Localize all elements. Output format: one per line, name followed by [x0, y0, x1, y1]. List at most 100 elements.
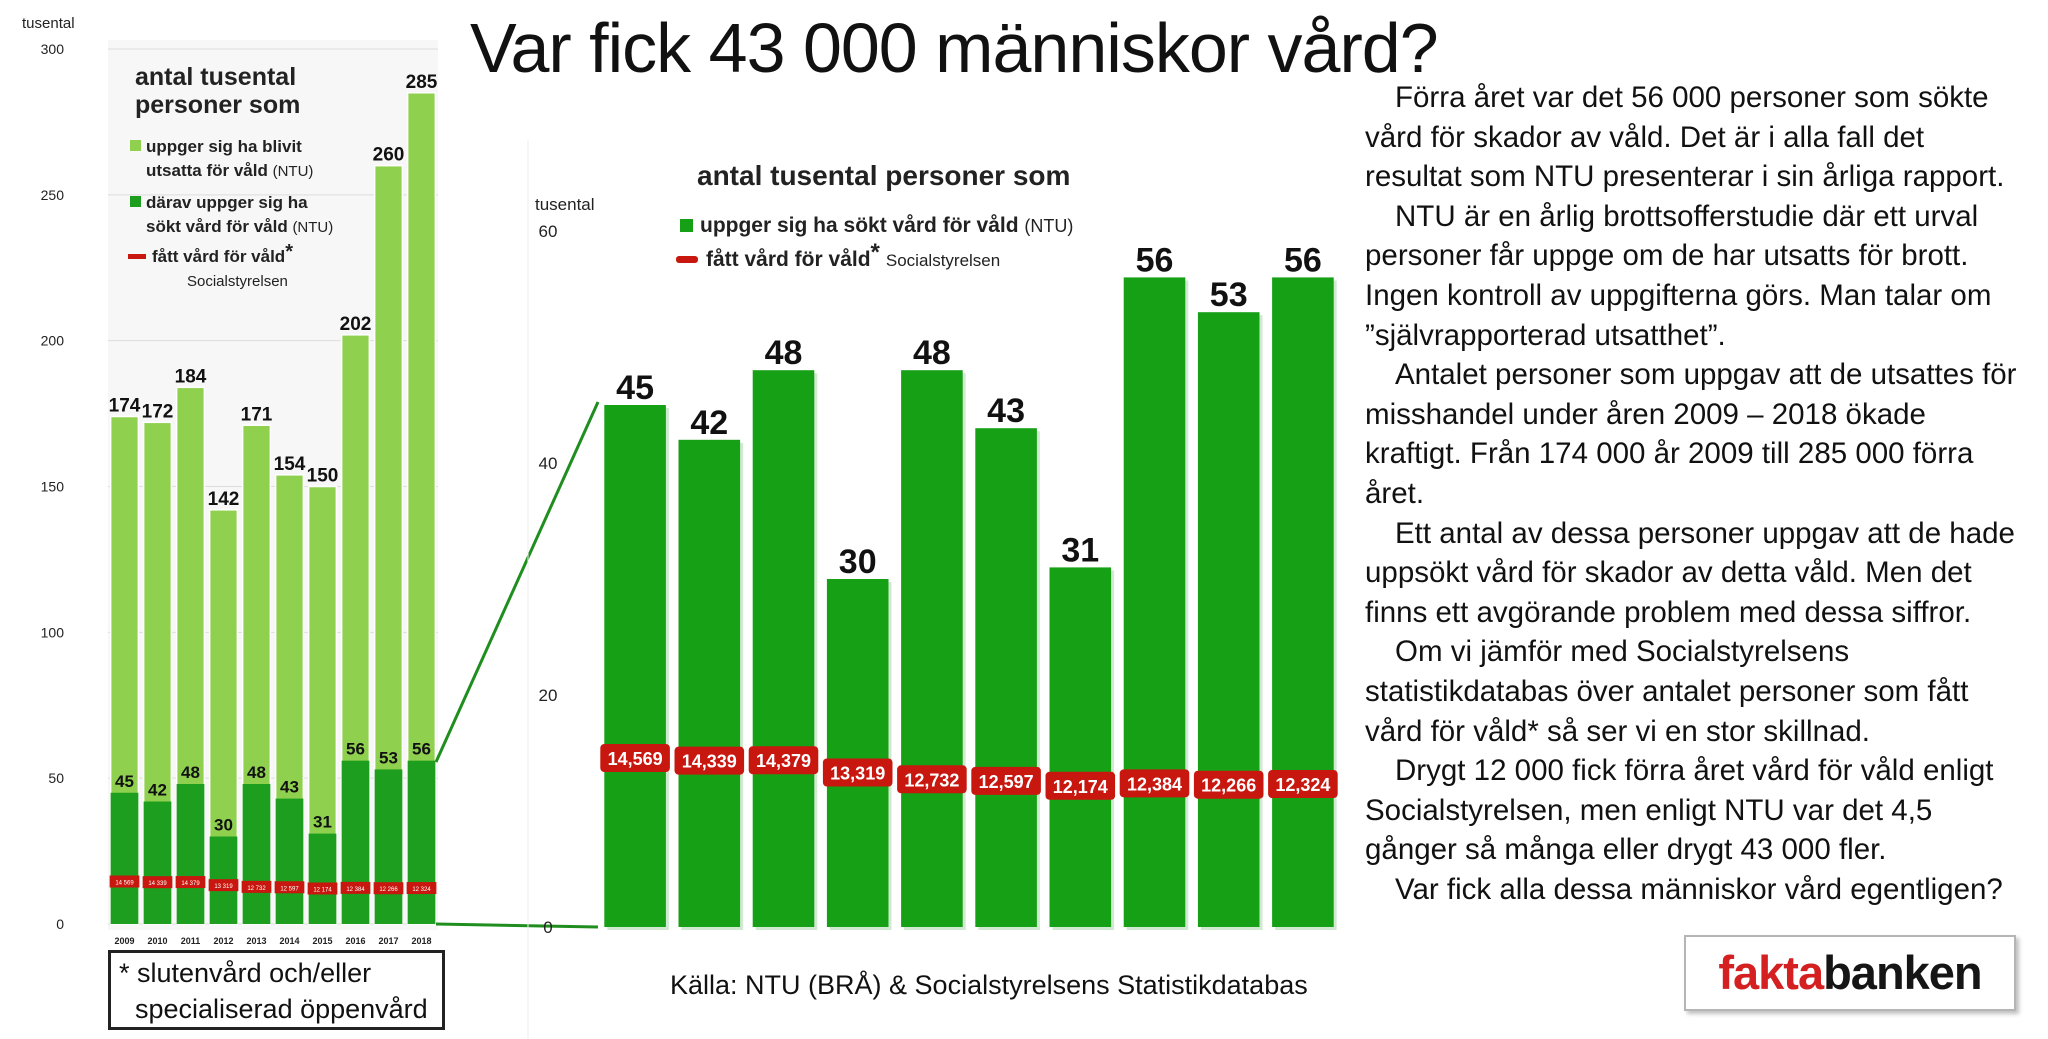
bar-sokt-vard	[407, 760, 436, 924]
sokt-vard-value-label: 56	[1284, 241, 1322, 279]
utsatta-value-label: 184	[175, 366, 207, 387]
bar-fatt-vard	[1045, 771, 1116, 800]
bar-sokt-vard	[341, 760, 370, 924]
left-chart: 300 250 200 150 100 50 0 tusental 14 569 174 45 200…	[22, 15, 438, 946]
legend-label-fatt-vard: fått vård för våld* Socialstyrelsen	[706, 239, 1000, 271]
bar-fatt-vard	[274, 881, 305, 894]
bar-sokt-vard	[242, 784, 271, 924]
article-paragraph: Antalet personer som uppgav att de utsat…	[1365, 358, 2017, 510]
y-tick-label: 100	[41, 624, 65, 640]
sokt-vard-value-label: 56	[346, 740, 365, 759]
sokt-vard-value-label: 56	[1136, 241, 1174, 279]
logo-part-banken: banken	[1823, 946, 1983, 999]
fatt-vard-label: 14 339	[148, 881, 167, 887]
bar-fatt-vard	[748, 746, 819, 775]
legend-swatch-sokt-vard	[680, 219, 693, 232]
y-tick-label: 300	[41, 41, 65, 57]
bar-fatt-vard	[674, 746, 745, 775]
fatt-vard-label: 12 597	[280, 886, 299, 892]
article-paragraph: Ett antal av dessa personer uppgav att d…	[1365, 516, 2015, 629]
fatt-vard-label: 12,174	[1053, 777, 1108, 797]
sokt-vard-value-label: 45	[616, 369, 654, 407]
y-tick-label: 60	[539, 222, 558, 241]
sokt-vard-value-label: 53	[379, 748, 398, 767]
y-tick-label: 40	[539, 454, 558, 473]
fatt-vard-label: 14,379	[756, 751, 811, 771]
fatt-vard-label: 12 324	[412, 887, 431, 893]
sokt-vard-value-label: 31	[1061, 531, 1099, 569]
sokt-vard-value-label: 30	[214, 816, 233, 835]
legend-label-sokt-vard: därav uppger sig ha	[146, 193, 308, 212]
bar-fatt-vard	[175, 876, 206, 889]
bar-fatt-vard	[340, 881, 371, 894]
page-title: Var fick 43 000 människor vård?	[470, 9, 1439, 87]
utsatta-value-label: 171	[241, 404, 273, 425]
fatt-vard-label: 14,339	[682, 752, 737, 772]
fatt-vard-label: 12 732	[247, 886, 266, 892]
x-tick-label: 2017	[378, 936, 398, 946]
legend-label-sokt-vard: uppger sig ha sökt vård för våld (NTU)	[700, 214, 1073, 237]
legend-swatch-utsatta	[130, 140, 141, 151]
fatt-vard-label: 13 319	[214, 884, 233, 890]
bar-sokt-vard	[901, 370, 963, 927]
fatt-vard-label: 12 266	[379, 887, 398, 893]
sokt-vard-value-label: 42	[690, 404, 728, 442]
fatt-vard-label: 12 174	[313, 887, 332, 893]
x-tick-label: 2018	[411, 936, 431, 946]
sokt-vard-value-label: 42	[148, 781, 167, 800]
sokt-vard-value-label: 45	[115, 772, 134, 791]
sokt-vard-value-label: 43	[280, 778, 299, 797]
bar-fatt-vard	[241, 880, 272, 893]
utsatta-value-label: 285	[406, 72, 438, 93]
x-tick-label: 2010	[147, 936, 167, 946]
article-text: Förra året var det 56 000 personer som s…	[1365, 78, 2025, 909]
bar-sokt-vard	[1272, 277, 1334, 927]
bar-fatt-vard	[971, 766, 1041, 795]
fatt-vard-label: 13,319	[830, 763, 885, 783]
bar-fatt-vard	[600, 743, 670, 772]
article-paragraph: Var fick alla dessa människor vård egent…	[1395, 872, 2003, 906]
utsatta-value-label: 174	[109, 396, 141, 417]
article-paragraph: Drygt 12 000 fick förra året vård för vå…	[1365, 754, 1994, 867]
y-tick-label: 250	[41, 187, 65, 203]
bar-fatt-vard	[406, 882, 437, 895]
utsatta-value-label: 260	[373, 145, 405, 166]
bar-sokt-vard	[1197, 312, 1260, 927]
fatt-vard-label: 12,384	[1127, 774, 1182, 794]
bar-sokt-vard	[826, 579, 889, 927]
x-tick-label: 2016	[345, 936, 365, 946]
y-tick-label: 20	[539, 686, 558, 705]
bar-fatt-vard	[897, 765, 967, 794]
sokt-vard-value-label: 43	[987, 392, 1025, 430]
footnote-line: * slutenvård och/eller	[119, 958, 372, 988]
connector-line-top	[434, 401, 600, 763]
utsatta-value-label: 202	[340, 314, 372, 335]
x-tick-label: 2014	[279, 936, 299, 946]
y-tick-label: 0	[543, 918, 552, 937]
y-tick-label: 50	[48, 770, 64, 786]
bar-sokt-vard	[143, 801, 172, 924]
y-tick-label: 200	[41, 333, 65, 349]
bar-sokt-vard	[678, 439, 741, 927]
right-chart: 60 40 20 0 tusental 14,569 45 14,339 42 14,379 48 1…	[527, 140, 1338, 1039]
sokt-vard-value-label: 48	[913, 334, 951, 372]
x-tick-label: 2011	[181, 936, 201, 946]
bar-sokt-vard	[975, 428, 1037, 927]
bar-sokt-vard	[110, 792, 139, 924]
legend-swatch-fatt-vard	[128, 254, 146, 259]
bar-sokt-vard	[1123, 277, 1186, 927]
article-paragraph: Förra året var det 56 000 personer som s…	[1365, 81, 2005, 194]
utsatta-value-label: 154	[274, 454, 306, 475]
x-tick-label: 2009	[114, 936, 134, 946]
fatt-vard-label: 12,266	[1201, 776, 1256, 796]
fatt-vard-label: 14,569	[608, 749, 663, 769]
y-tick-label: 0	[56, 916, 64, 932]
logo-part-fakta: fakta	[1718, 946, 1824, 999]
bar-sokt-vard	[176, 784, 205, 924]
bar-fatt-vard	[307, 882, 338, 895]
bar-sokt-vard	[1049, 567, 1112, 927]
sokt-vard-value-label: 30	[839, 543, 877, 581]
utsatta-value-label: 150	[307, 466, 339, 487]
legend-title: antal tusental personer som	[697, 160, 1070, 191]
